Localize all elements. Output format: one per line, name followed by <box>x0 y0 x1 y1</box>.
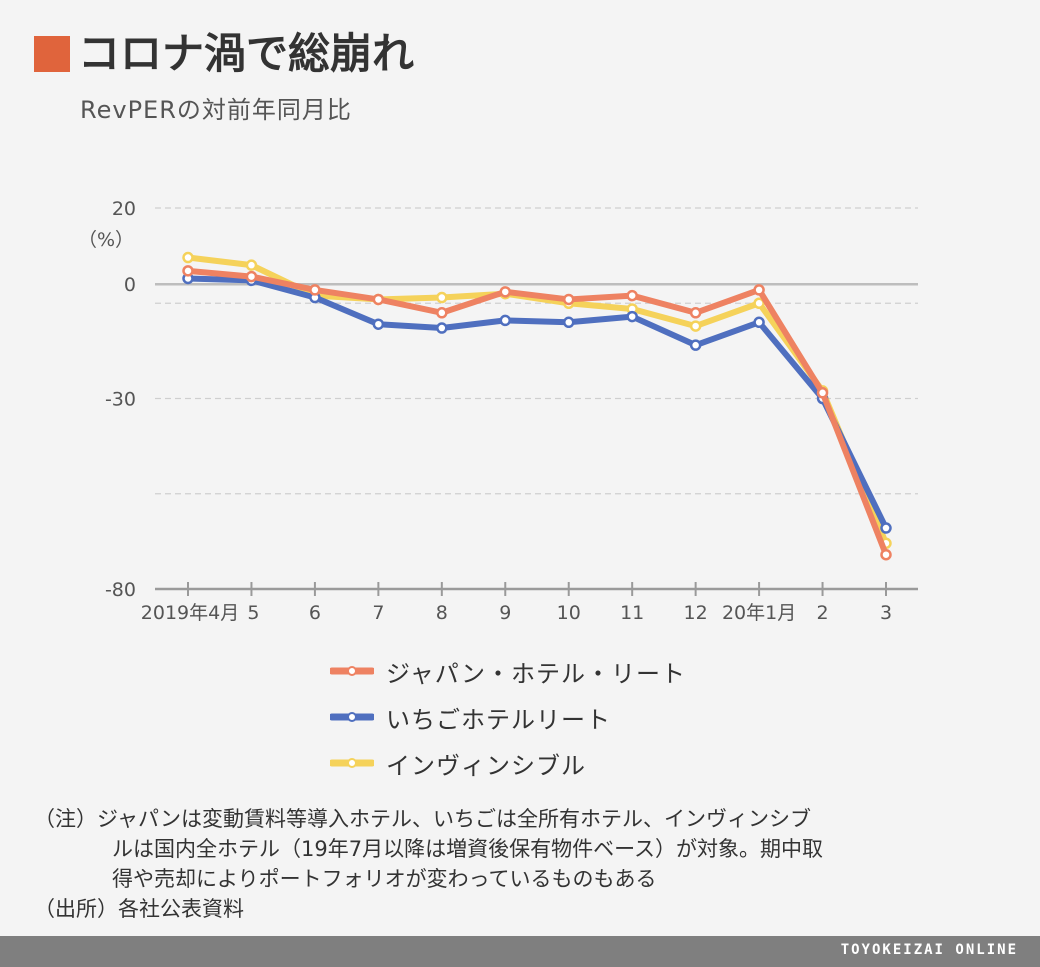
source-note: （出所）各社公表資料 <box>34 897 244 921</box>
data-point <box>689 320 702 332</box>
legend-swatch <box>328 659 376 683</box>
data-point <box>689 339 702 351</box>
data-point <box>689 307 702 319</box>
legend-item-japan-hotel-reit: ジャパン・ホテル・リート <box>328 648 686 694</box>
chart-title: コロナ渦で総崩れ <box>78 29 415 78</box>
x-tick-label: 9 <box>499 602 511 624</box>
x-tick-label: 8 <box>436 602 448 624</box>
note-line: 得や売却によりポートフォリオが変わっているものもある <box>112 867 657 891</box>
series-line <box>185 267 889 558</box>
data-point <box>753 297 765 309</box>
data-point <box>499 314 512 327</box>
x-tick-label: 2 <box>816 602 828 624</box>
data-point <box>753 284 765 296</box>
y-tick-label: -30 <box>105 389 136 411</box>
series-layer <box>182 251 892 561</box>
x-tick-label: 12 <box>684 602 708 624</box>
grid-layer <box>155 207 918 495</box>
data-point <box>372 293 385 306</box>
data-point <box>182 265 194 277</box>
data-point <box>880 548 892 561</box>
axis-layer: 20 0 -30 -80 （%） 2019年4月 5 6 7 8 9 10 11 12 20年1月 2 3 <box>78 198 918 624</box>
data-point <box>626 310 638 323</box>
data-point <box>309 284 321 296</box>
note-line: （注）ジャパンは変動賃料等導入ホテル、いちごは全所有ホテル、インヴィンシブ <box>34 807 811 831</box>
series-line <box>185 254 889 547</box>
data-point <box>753 316 765 329</box>
footnote: （注）ジャパンは変動賃料等導入ホテル、いちごは全所有ホテル、インヴィンシブ ルは… <box>34 804 994 924</box>
data-point <box>816 387 829 399</box>
data-point <box>372 318 385 330</box>
y-tick-label: -80 <box>105 579 136 601</box>
footer-bar: TOYOKEIZAI ONLINE <box>0 936 1040 967</box>
y-tick-label: 0 <box>124 274 136 296</box>
x-tick-label: 2019年4月 <box>141 602 239 624</box>
data-point <box>436 322 448 334</box>
legend-item-ichigo-hotel-reit: いちごホテルリート <box>328 694 686 740</box>
data-point <box>436 307 448 319</box>
x-tick-label: 5 <box>247 602 259 624</box>
y-unit-label: （%） <box>78 229 134 251</box>
x-tick-label: 11 <box>620 602 644 624</box>
title-accent-square <box>34 36 70 72</box>
data-point <box>245 270 258 283</box>
data-point <box>562 293 575 306</box>
y-tick-label: 20 <box>112 198 136 220</box>
x-tick-label: 10 <box>557 602 581 624</box>
data-point <box>499 286 512 298</box>
legend-item-invincible: インヴィンシブル <box>328 740 686 786</box>
data-point <box>880 522 892 534</box>
data-point <box>245 259 258 271</box>
data-point <box>182 251 194 264</box>
data-point <box>626 289 638 302</box>
legend-label: ジャパン・ホテル・リート <box>386 659 686 688</box>
x-tick-label: 6 <box>309 602 321 624</box>
data-point <box>562 316 575 329</box>
legend-swatch <box>328 705 376 729</box>
x-tick-label: 20年1月 <box>722 602 796 624</box>
legend-swatch <box>328 751 376 775</box>
data-point <box>436 291 448 304</box>
chart-subtitle: RevPERの対前年同月比 <box>80 96 352 124</box>
legend-label: いちごホテルリート <box>386 705 611 734</box>
line-chart: 20 0 -30 -80 （%） 2019年4月 5 6 7 8 9 10 11 12 20年1月 2 3 <box>78 198 918 624</box>
footer-brand: TOYOKEIZAI ONLINE <box>840 942 1018 958</box>
note-line: ルは国内全ホテル（19年7月以降は増資後保有物件ベース）が対象。期中取 <box>112 837 824 861</box>
legend: ジャパン・ホテル・リート いちごホテルリート インヴィンシブル <box>328 648 686 786</box>
x-tick-label: 3 <box>880 602 892 624</box>
legend-label: インヴィンシブル <box>386 751 586 780</box>
series-line <box>185 275 889 532</box>
x-tick-label: 7 <box>372 602 384 624</box>
